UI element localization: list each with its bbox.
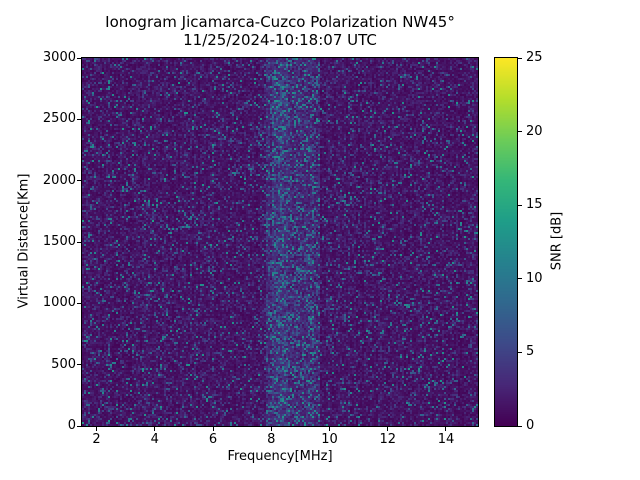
y-tick-mark [77,241,81,243]
colorbar-label: SNR [dB] [549,211,565,271]
y-axis-label: Virtual Distance[Km] [16,173,32,309]
colorbar-tick-label: 0 [526,418,535,433]
x-tick-mark [154,427,156,431]
x-tick-mark [329,427,330,431]
x-tick-mark [445,427,447,431]
y-tick-mark [77,425,81,427]
x-tick-mark [387,427,389,431]
x-tick-mark [96,427,98,431]
y-tick-label: 2500 [42,111,76,127]
x-tick-label: 14 [437,432,455,447]
y-tick-label: 0 [67,418,76,433]
chart-title: Ionogram Jicamarca-Cuzco Polarization NW… [105,13,455,31]
y-tick-mark [77,118,81,120]
x-tick-label: 12 [379,432,396,447]
colorbar [494,57,518,427]
colorbar-tick-mark [518,425,522,427]
heatmap-canvas [82,58,478,426]
x-tick-label: 2 [92,432,101,447]
y-tick-mark [77,180,81,182]
colorbar-tick-mark [518,57,522,59]
y-tick-label: 2000 [42,172,76,188]
y-tick-label: 1000 [42,295,76,311]
colorbar-tick-mark [518,204,522,206]
colorbar-gradient-canvas [495,58,517,426]
colorbar-tick-mark [518,351,522,353]
colorbar-tick-label: 15 [526,197,543,213]
x-tick-mark [212,427,214,431]
colorbar-tick-mark [518,131,522,133]
colorbar-tick-mark [518,278,522,280]
x-tick-label: 4 [150,432,159,447]
y-tick-label: 500 [51,356,76,372]
x-tick-label: 6 [208,432,218,447]
y-tick-label: 3000 [42,50,76,65]
colorbar-tick-label: 10 [526,270,543,286]
x-tick-label: 10 [321,432,338,447]
x-axis-label: Frequency[MHz] [227,449,333,464]
plot-area [81,57,479,427]
colorbar-tick-label: 25 [526,50,543,65]
y-tick-mark [77,57,81,59]
y-tick-mark [77,302,81,304]
y-tick-mark [77,364,81,366]
x-tick-label: 8 [267,432,276,447]
colorbar-tick-label: 5 [526,344,535,360]
colorbar-tick-label: 20 [526,123,543,139]
chart-subtitle: 11/25/2024-10:18:07 UTC [183,31,377,49]
x-tick-mark [270,427,272,431]
y-tick-label: 1500 [42,234,76,249]
